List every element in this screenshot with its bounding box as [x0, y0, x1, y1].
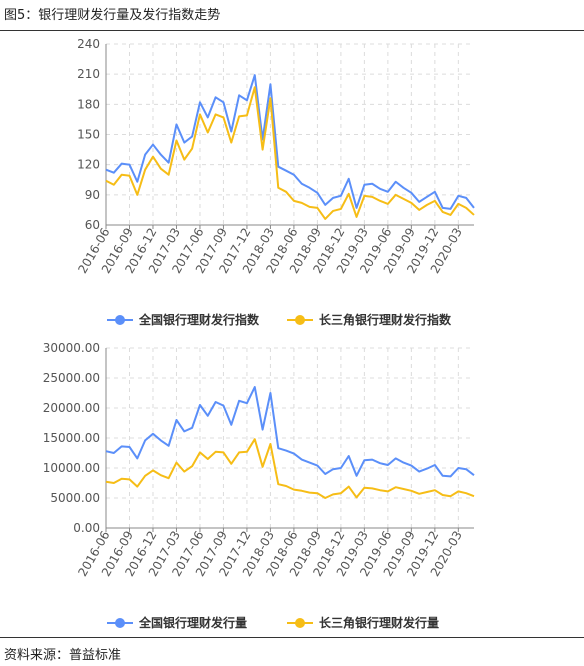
legend-swatch-dot — [115, 315, 125, 325]
y-tick-label: 60 — [85, 218, 100, 232]
y-tick-label: 180 — [77, 97, 100, 111]
y-tick-label: 120 — [77, 158, 100, 172]
y-tick-label: 30000.00 — [43, 341, 100, 355]
series-line-0 — [105, 386, 475, 478]
y-tick-label: 25000.00 — [43, 371, 100, 385]
y-tick-label: 15000.00 — [43, 431, 100, 445]
bottom-rule — [0, 637, 584, 638]
y-tick-label: 20000.00 — [43, 401, 100, 415]
legend-item-1[interactable]: 长三角银行理财发行量 — [287, 615, 439, 630]
legend-label: 长三角银行理财发行量 — [319, 615, 439, 630]
y-tick-label: 240 — [77, 37, 100, 51]
legend-label: 全国银行理财发行指数 — [138, 312, 260, 327]
legend-swatch-dot — [295, 618, 305, 628]
legend-item-0[interactable]: 全国银行理财发行量 — [107, 615, 247, 630]
figure-title: 图5：银行理财发行量及发行指数走势 — [4, 8, 221, 23]
y-tick-label: 5000.00 — [50, 491, 100, 505]
y-tick-label: 10000.00 — [43, 461, 100, 475]
series-line-0 — [105, 74, 475, 210]
source-note: 资料来源：普益标准 — [4, 648, 122, 663]
series-line-1 — [105, 438, 475, 499]
y-tick-label: 210 — [77, 67, 100, 81]
legend-item-1[interactable]: 长三角银行理财发行指数 — [287, 312, 452, 327]
legend-swatch-dot — [115, 618, 125, 628]
y-tick-label: 150 — [77, 128, 100, 142]
legend-label: 长三角银行理财发行指数 — [319, 312, 452, 327]
chart-index: 60901201501802102402016-062016-092016-12… — [75, 37, 475, 327]
legend-item-0[interactable]: 全国银行理财发行指数 — [107, 312, 260, 327]
legend-swatch-dot — [295, 315, 305, 325]
y-tick-label: 90 — [85, 188, 100, 202]
y-tick-label: 0.00 — [73, 521, 100, 535]
legend-label: 全国银行理财发行量 — [138, 615, 247, 630]
chart-volume: 0.00 5000.00 10000.00 15000.00 20000.00 25000… — [43, 341, 475, 630]
top-rule — [0, 30, 584, 31]
series-line-1 — [105, 86, 475, 220]
